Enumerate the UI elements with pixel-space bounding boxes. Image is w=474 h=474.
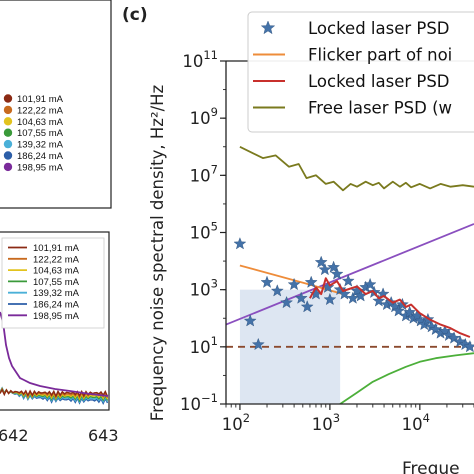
y-tick-label: 1011: [182, 48, 218, 71]
x-tick-label: 104: [402, 411, 430, 434]
legend-entry-label: 101,91 mA: [33, 243, 80, 254]
bottom-left-panel-frame: [0, 231, 110, 411]
locked-psd-star-point: [287, 277, 301, 291]
locked-psd-star-point: [280, 295, 294, 309]
legend-marker-dot: [3, 94, 13, 103]
locked-psd-star-point: [233, 237, 247, 250]
locked-psd-star-point: [363, 277, 377, 291]
legend-entry-label: 122,22 mA: [17, 105, 64, 116]
y-tick-label: 107: [190, 162, 218, 185]
left-x-tick-643: 643: [88, 426, 119, 445]
legend-marker-dot: [3, 139, 13, 149]
locked-psd-star-point: [318, 262, 332, 276]
x-axis-label: Freque: [402, 459, 460, 474]
legend-entry-label: Flicker part of noi: [308, 46, 452, 65]
legend-marker-dot: [3, 162, 13, 172]
locked-psd-star-point: [251, 337, 265, 351]
legend-entry-label: 139,32 mA: [33, 288, 80, 299]
locked-psd-star-point: [300, 300, 314, 313]
locked-psd-star-point: [260, 275, 274, 288]
bottom-left-traces: [0, 311, 109, 406]
legend-entry-label: 198,95 mA: [33, 311, 80, 322]
locked-psd-star-point: [463, 340, 474, 353]
locked-psd-star-point: [323, 292, 337, 306]
locked-psd-star-point: [327, 260, 341, 273]
legend-entry-label: Locked laser PSD: [308, 19, 450, 38]
legend-entry-label: 104,63 mA: [17, 117, 64, 128]
legend-entry-label: 198,95 mA: [17, 162, 64, 173]
legend-marker-dot: [3, 117, 13, 126]
legend-box: [247, 11, 474, 133]
locked-psd-star-point: [330, 267, 344, 280]
legend-entry-label: 139,32 mA: [17, 140, 64, 151]
locked-psd-star-point: [447, 331, 461, 344]
legend-entry-label: 107,55 mA: [33, 277, 80, 288]
locked-psd-star-point: [294, 291, 308, 304]
legend-marker-dot: [3, 105, 13, 115]
legend: Locked laser PSD Flicker part of noi Locke…: [247, 11, 474, 133]
free-series-line: [239, 145, 474, 192]
locked-psd-star-point: [270, 284, 284, 297]
x-tick-label: 102: [222, 411, 250, 434]
legend-star-marker: [260, 20, 276, 35]
y-tick-label: 109: [190, 105, 218, 128]
locked-psd-star-point: [392, 304, 406, 317]
locked-psd-star-point: [346, 291, 360, 304]
left-trace-line: [0, 388, 109, 398]
left-legend-box: [1, 237, 105, 329]
legend-entry-label: Free laser PSD (w: [308, 99, 452, 118]
green-series-line: [339, 352, 474, 404]
locked-psd-star-point: [372, 294, 386, 307]
legend-entry-label: 104,63 mA: [33, 266, 80, 277]
locked-psd-star-point: [243, 314, 257, 327]
top-left-panel-frame: [0, 0, 112, 209]
locked-psd-star-point: [403, 305, 417, 318]
y-tick-label: 103: [190, 277, 218, 300]
legend-entry-label: 107,55 mA: [17, 128, 64, 139]
legend-entry-label: 186,24 mA: [17, 151, 64, 162]
y-tick-label: 105: [190, 220, 218, 243]
trend-series-line: [226, 223, 474, 326]
legend-entry-label: Locked laser PSD: [308, 72, 450, 91]
locked-psd-star-point: [304, 275, 318, 288]
locked-smooth-series-line: [309, 277, 471, 338]
locked-psd-star-point: [337, 287, 351, 300]
locked-psd-star-point: [341, 274, 355, 287]
y-axis-label: Frequency noise spectral density, Hz²/Hz: [148, 85, 167, 421]
locked-psd-star-point: [453, 335, 467, 348]
legend-marker-dot: [3, 151, 13, 160]
x-tick-label: 103: [312, 411, 340, 434]
panel-label: (c): [122, 5, 148, 25]
legend-entry-label: 122,22 mA: [33, 254, 80, 265]
locked-psd-star-point: [314, 255, 328, 268]
legend-entry-label: 101,91 mA: [17, 94, 64, 105]
legend-entry-label: 186,24 mA: [33, 300, 80, 311]
left-x-tick-642: 642: [0, 426, 29, 445]
plot-area: [226, 145, 474, 404]
y-tick-label: 101: [190, 334, 218, 357]
left-trace-line: [0, 311, 109, 397]
y-tick-label: 10−1: [180, 391, 218, 414]
legend-marker-dot: [3, 128, 13, 137]
